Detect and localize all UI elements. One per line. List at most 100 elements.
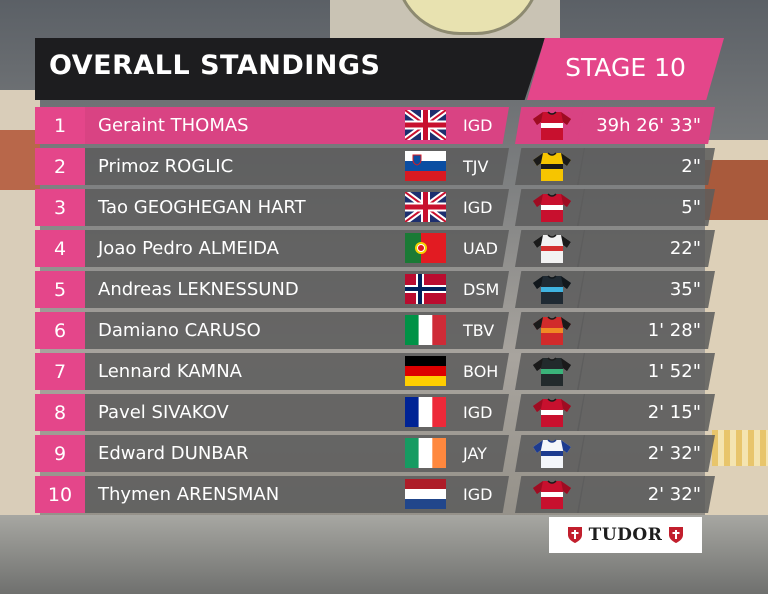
team-code: UAD bbox=[463, 239, 498, 258]
rider-name: Joao Pedro ALMEIDA bbox=[98, 238, 279, 259]
france-flag-icon bbox=[405, 397, 446, 427]
rider-name: Edward DUNBAR bbox=[98, 443, 249, 464]
rank-cell: 5 bbox=[35, 271, 85, 308]
jersey-cell bbox=[515, 148, 585, 185]
table-row: 3 Tao GEOGHEGAN HART IGD 5" bbox=[35, 189, 715, 226]
nation-team-cell: IGD bbox=[403, 107, 509, 144]
nation-team-cell: TBV bbox=[403, 312, 509, 349]
nation-team-cell: DSM bbox=[403, 271, 509, 308]
jersey-cell bbox=[515, 476, 585, 513]
rider-name: Geraint THOMAS bbox=[98, 115, 249, 136]
team-code: BOH bbox=[463, 362, 499, 381]
slovenia-flag-icon bbox=[405, 151, 446, 181]
bora-jersey-icon bbox=[533, 357, 571, 386]
time-cell: 2' 15" bbox=[577, 394, 715, 431]
netherlands-flag-icon bbox=[405, 479, 446, 509]
gap-time: 35" bbox=[669, 279, 701, 300]
nation-team-cell: TJV bbox=[403, 148, 509, 185]
page-title: OVERALL STANDINGS bbox=[49, 50, 381, 81]
rider-cell: Thymen ARENSMAN bbox=[85, 476, 403, 513]
team-code: DSM bbox=[463, 280, 500, 299]
rider-cell: Tao GEOGHEGAN HART bbox=[85, 189, 403, 226]
rider-name: Tao GEOGHEGAN HART bbox=[98, 197, 306, 218]
jersey-cell bbox=[515, 107, 585, 144]
table-row: 1 Geraint THOMAS IGD 39h 26' 33" bbox=[35, 107, 715, 144]
time-cell: 1' 28" bbox=[577, 312, 715, 349]
bahrain-jersey-icon bbox=[533, 316, 571, 345]
jersey-cell bbox=[515, 230, 585, 267]
standings-header: OVERALL STANDINGS bbox=[35, 38, 545, 100]
sponsor-name: TUDOR bbox=[588, 525, 663, 545]
ineos-red-jersey-icon bbox=[533, 398, 571, 427]
nation-team-cell: UAD bbox=[403, 230, 509, 267]
gap-time: 2" bbox=[681, 156, 701, 177]
nation-team-cell: IGD bbox=[403, 394, 509, 431]
stage-label: STAGE 10 bbox=[565, 53, 686, 82]
ineos-red-jersey-icon bbox=[533, 193, 571, 222]
table-row: 9 Edward DUNBAR JAY 2' 32" bbox=[35, 435, 715, 472]
rank-cell: 3 bbox=[35, 189, 85, 226]
time-cell: 39h 26' 33" bbox=[577, 107, 715, 144]
time-cell: 1' 52" bbox=[577, 353, 715, 390]
jersey-cell bbox=[515, 353, 585, 390]
table-row: 7 Lennard KAMNA BOH 1' 52" bbox=[35, 353, 715, 390]
rank-cell: 4 bbox=[35, 230, 85, 267]
rank-cell: 2 bbox=[35, 148, 85, 185]
rider-cell: Edward DUNBAR bbox=[85, 435, 403, 472]
rider-cell: Primoz ROGLIC bbox=[85, 148, 403, 185]
time-cell: 2' 32" bbox=[577, 476, 715, 513]
rank-cell: 6 bbox=[35, 312, 85, 349]
team-code: IGD bbox=[463, 485, 493, 504]
rider-name: Damiano CARUSO bbox=[98, 320, 261, 341]
team-code: TBV bbox=[463, 321, 495, 340]
rider-cell: Andreas LEKNESSUND bbox=[85, 271, 403, 308]
gap-time: 22" bbox=[669, 238, 701, 259]
united-kingdom-flag-icon bbox=[405, 110, 446, 140]
rider-name: Lennard KAMNA bbox=[98, 361, 242, 382]
tudor-shield-icon bbox=[669, 527, 684, 543]
team-code: TJV bbox=[463, 157, 489, 176]
jersey-cell bbox=[515, 435, 585, 472]
table-row: 4 Joao Pedro ALMEIDA UAD 22" bbox=[35, 230, 715, 267]
background-awning bbox=[712, 430, 768, 466]
rider-name: Thymen ARENSMAN bbox=[98, 484, 280, 505]
rank-cell: 8 bbox=[35, 394, 85, 431]
italy-flag-icon bbox=[405, 315, 446, 345]
rank-cell: 1 bbox=[35, 107, 85, 144]
gap-time: 1' 28" bbox=[647, 320, 701, 341]
nation-team-cell: JAY bbox=[403, 435, 509, 472]
table-row: 8 Pavel SIVAKOV IGD 2' 15" bbox=[35, 394, 715, 431]
time-cell: 2' 32" bbox=[577, 435, 715, 472]
time-cell: 2" bbox=[577, 148, 715, 185]
rank-cell: 7 bbox=[35, 353, 85, 390]
rider-name: Pavel SIVAKOV bbox=[98, 402, 229, 423]
rider-name: Andreas LEKNESSUND bbox=[98, 279, 299, 300]
rank-cell: 9 bbox=[35, 435, 85, 472]
rider-cell: Lennard KAMNA bbox=[85, 353, 403, 390]
time-cell: 5" bbox=[577, 189, 715, 226]
gap-time: 39h 26' 33" bbox=[596, 115, 701, 136]
ineos-red-jersey-icon bbox=[533, 480, 571, 509]
gap-time: 2' 32" bbox=[647, 443, 701, 464]
uae-white-jersey-icon bbox=[533, 234, 571, 263]
germany-flag-icon bbox=[405, 356, 446, 386]
team-code: JAY bbox=[463, 444, 487, 463]
rank-cell: 10 bbox=[35, 476, 85, 513]
jersey-cell bbox=[515, 189, 585, 226]
rider-cell: Pavel SIVAKOV bbox=[85, 394, 403, 431]
norway-flag-icon bbox=[405, 274, 446, 304]
sponsor-logo: TUDOR bbox=[549, 517, 702, 553]
united-kingdom-flag-icon bbox=[405, 192, 446, 222]
background-roof-left bbox=[0, 130, 40, 190]
jersey-cell bbox=[515, 394, 585, 431]
background-roof-right bbox=[705, 160, 768, 220]
dsm-dark-jersey-icon bbox=[533, 275, 571, 304]
table-row: 2 Primoz ROGLIC TJV 2" bbox=[35, 148, 715, 185]
nation-team-cell: IGD bbox=[403, 189, 509, 226]
table-row: 6 Damiano CARUSO TBV 1' 28" bbox=[35, 312, 715, 349]
table-row: 5 Andreas LEKNESSUND DSM 35" bbox=[35, 271, 715, 308]
team-code: IGD bbox=[463, 198, 493, 217]
rider-cell: Damiano CARUSO bbox=[85, 312, 403, 349]
team-code: IGD bbox=[463, 403, 493, 422]
jumbo-yellow-jersey-icon bbox=[533, 152, 571, 181]
